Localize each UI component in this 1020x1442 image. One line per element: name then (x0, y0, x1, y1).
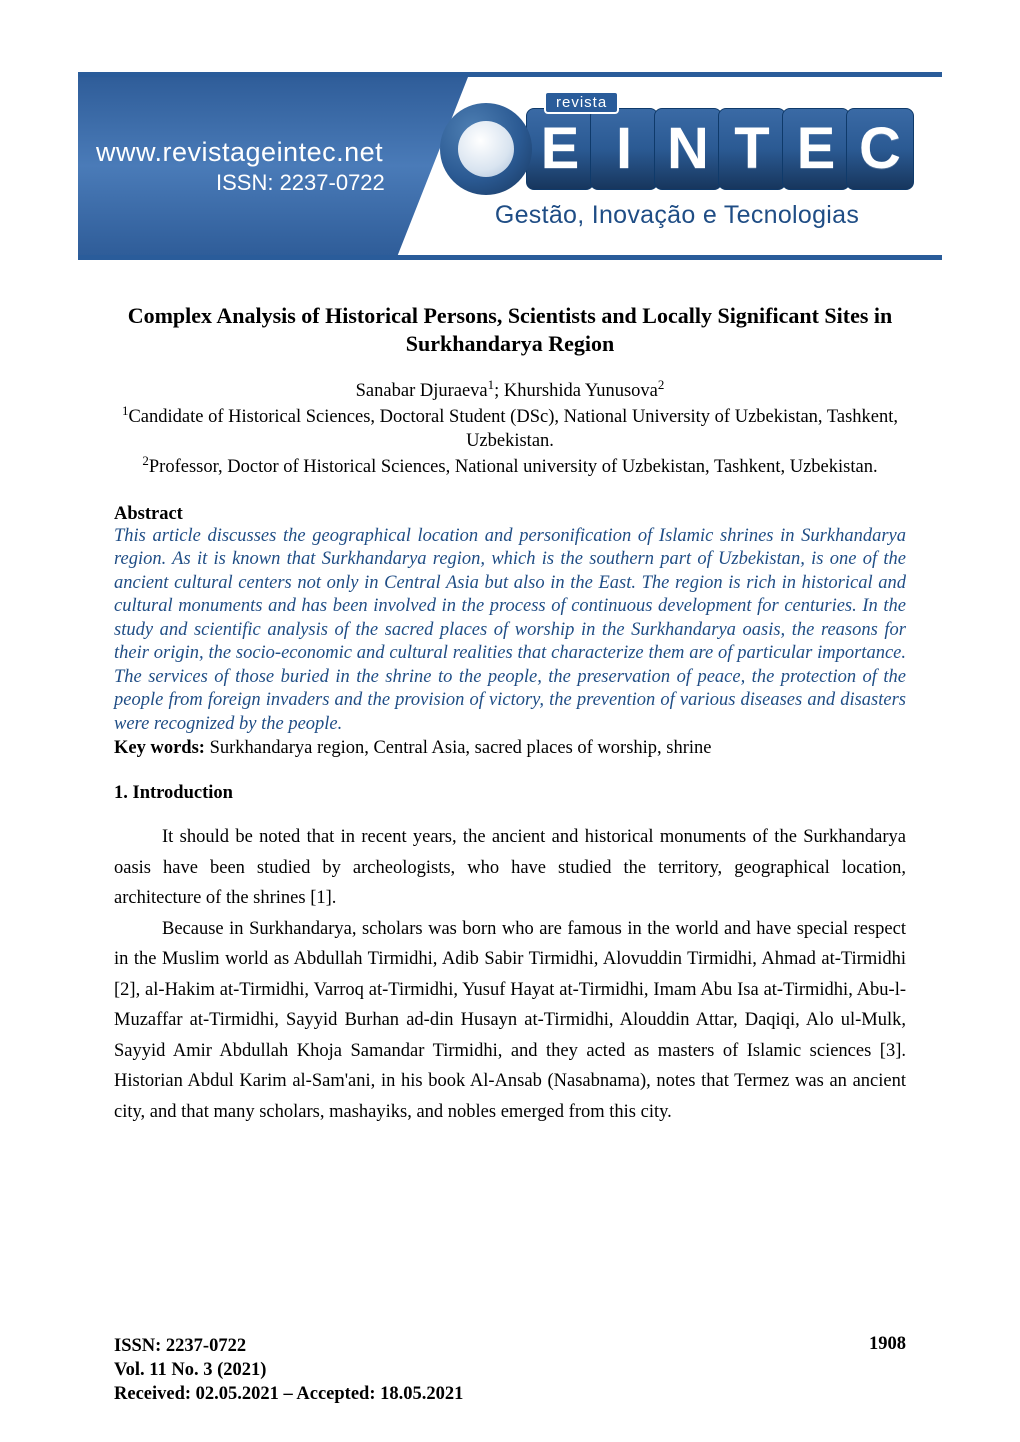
logo-letter-e2: E (782, 108, 850, 190)
author-sep: ; (494, 381, 499, 401)
page-footer: ISSN: 2237-0722 Vol. 11 No. 3 (2021) Rec… (114, 1334, 906, 1406)
logo-letter-e: E (526, 108, 594, 190)
title-line1: Complex Analysis of Historical Persons, … (128, 303, 893, 328)
footer-left: ISSN: 2237-0722 Vol. 11 No. 3 (2021) Rec… (114, 1334, 463, 1406)
article-title: Complex Analysis of Historical Persons, … (114, 302, 906, 357)
revista-tag: revista (544, 91, 619, 114)
footer-vol: Vol. 11 No. 3 (2021) (114, 1358, 463, 1382)
author-2-sup: 2 (658, 377, 664, 392)
abstract-body: This article discusses the geographical … (114, 525, 906, 736)
journal-banner: www.revistageintec.net ISSN: 2237-0722 r… (78, 72, 942, 260)
section-heading-intro: 1. Introduction (114, 783, 906, 804)
affil-2-text: Professor, Doctor of Historical Sciences… (149, 458, 878, 478)
intro-paragraph-1: It should be noted that in recent years,… (114, 822, 906, 914)
affiliation-1: 1Candidate of Historical Sciences, Docto… (114, 403, 906, 429)
logo-g-icon (440, 103, 532, 195)
logo-disc-inner (458, 121, 514, 177)
keywords-text: Surkhandarya region, Central Asia, sacre… (205, 738, 712, 758)
intro-paragraph-2: Because in Surkhandarya, scholars was bo… (114, 914, 906, 1128)
banner-right-panel: revista E I N T E C Gestão, Inovação e T… (412, 77, 942, 255)
author-2: Khurshida Yunusova (504, 381, 658, 401)
footer-issn: ISSN: 2237-0722 (114, 1334, 463, 1358)
keywords-label: Key words: (114, 738, 205, 758)
logo-letter-i: I (590, 108, 658, 190)
logo-letter-t: T (718, 108, 786, 190)
logo-letter-c: C (846, 108, 914, 190)
author-1: Sanabar Djuraeva (356, 381, 488, 401)
footer-received: Received: 02.05.2021 – Accepted: 18.05.2… (114, 1382, 463, 1406)
affiliation-1b: Uzbekistan. (114, 429, 906, 453)
logo-area: revista E I N T E C (440, 103, 914, 195)
affil-1-text: Candidate of Historical Sciences, Doctor… (128, 407, 898, 427)
journal-tagline: Gestão, Inovação e Tecnologias (495, 201, 859, 230)
page-content: Complex Analysis of Historical Persons, … (114, 302, 906, 1127)
authors-line: Sanabar Djuraeva1; Khurshida Yunusova2 (114, 377, 906, 403)
title-line2: Surkhandarya Region (406, 331, 614, 356)
banner-left-panel: www.revistageintec.net ISSN: 2237-0722 (78, 77, 468, 255)
affiliation-2: 2Professor, Doctor of Historical Science… (114, 453, 906, 479)
page-number: 1908 (869, 1334, 906, 1355)
logo-letter-n: N (654, 108, 722, 190)
abstract-heading: Abstract (114, 504, 906, 525)
keywords-line: Key words: Surkhandarya region, Central … (114, 738, 906, 759)
logo-letters: E I N T E C (530, 108, 914, 190)
